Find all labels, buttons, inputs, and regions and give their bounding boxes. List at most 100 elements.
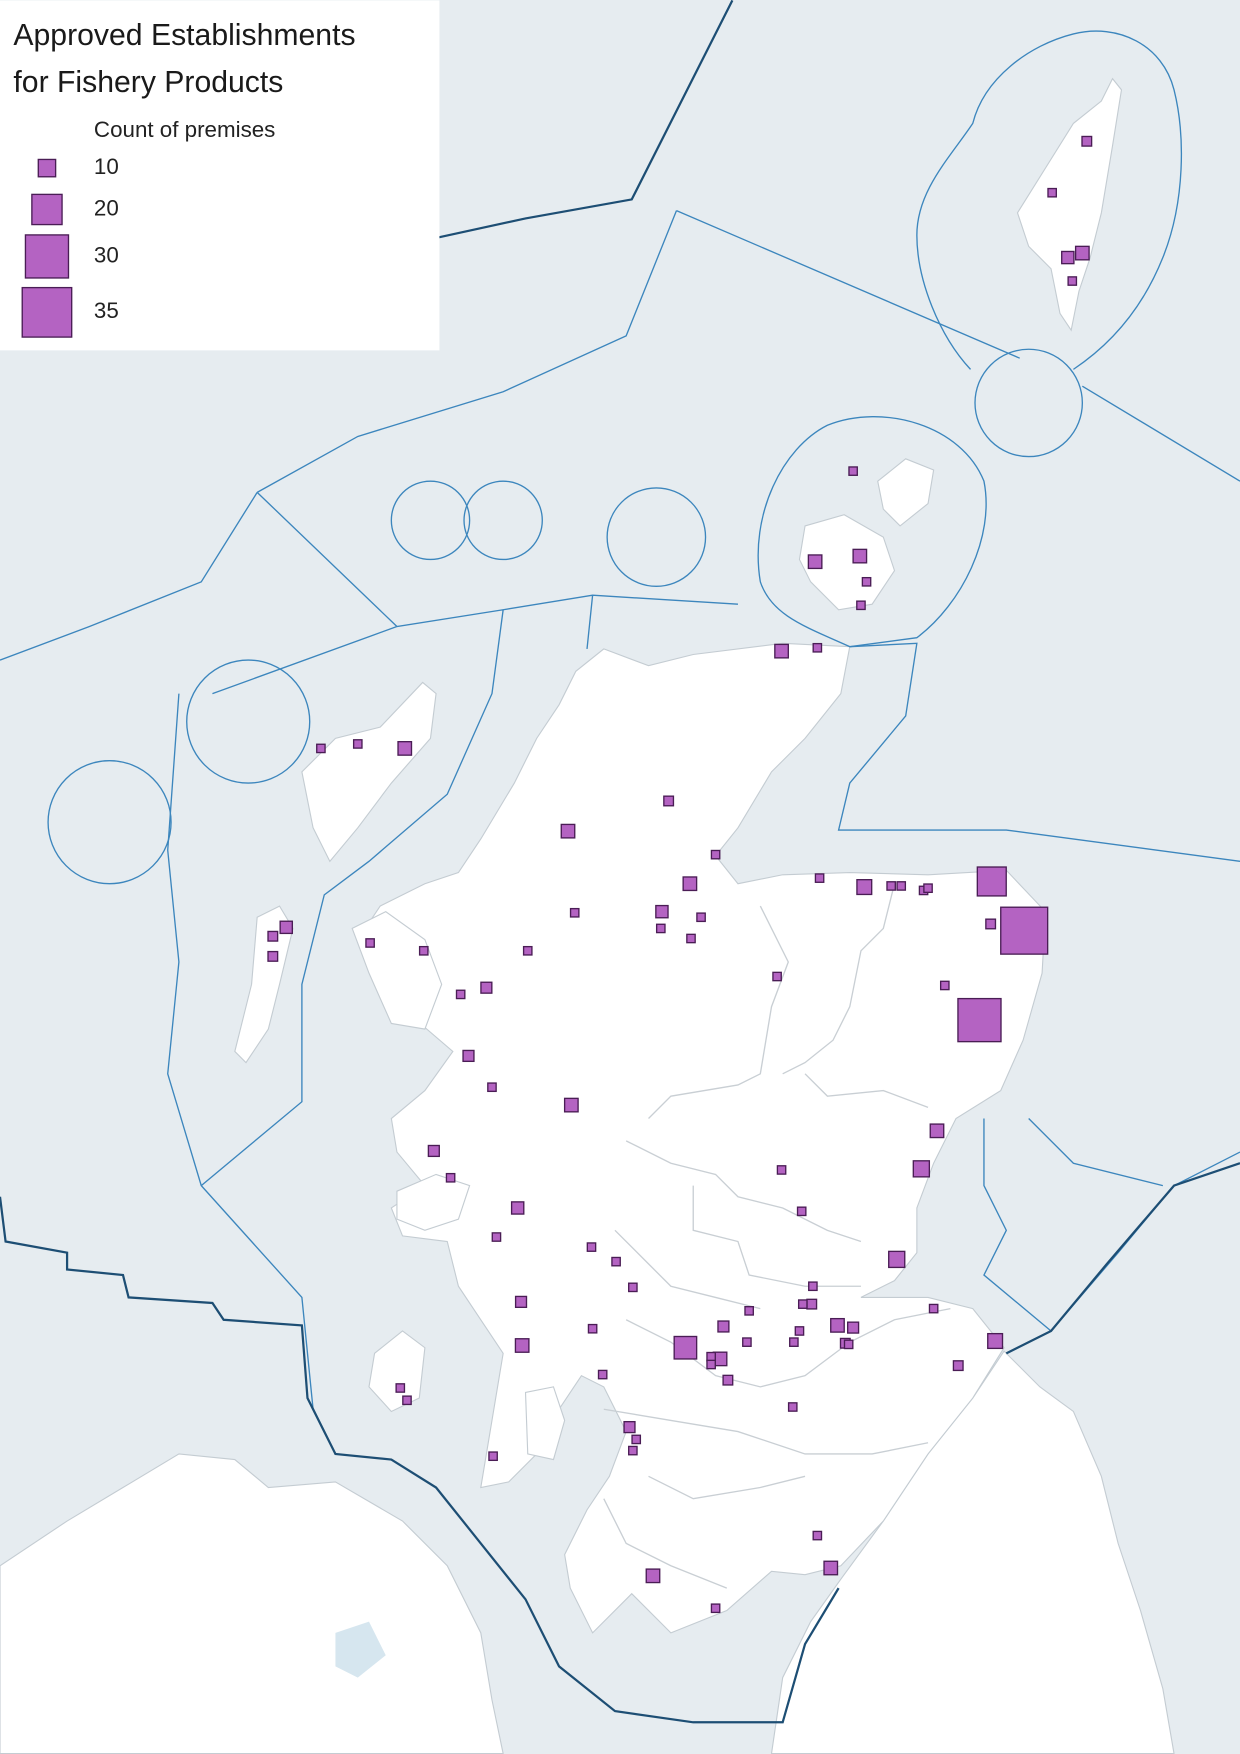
territorial-circle: [974, 348, 1084, 458]
uists: [234, 905, 294, 1064]
premises-marker: [597, 1369, 608, 1380]
legend-label: 20: [94, 195, 119, 220]
premises-marker: [823, 1560, 839, 1576]
premises-marker: [812, 642, 823, 653]
legend-symbol: [37, 158, 57, 178]
title: for Fishery Products: [13, 66, 283, 99]
orkney-north: [877, 458, 935, 527]
legend-symbol: [24, 234, 70, 279]
premises-marker: [987, 1332, 1004, 1350]
premises-marker: [957, 997, 1002, 1043]
mull: [396, 1173, 471, 1231]
premises-marker: [861, 576, 872, 587]
premises-marker: [706, 1359, 716, 1370]
legend-panel: [0, 0, 440, 351]
premises-marker: [645, 1568, 661, 1584]
premises-marker: [586, 1242, 597, 1252]
premises-marker: [1074, 245, 1090, 261]
premises-marker: [896, 881, 907, 891]
shetland: [1016, 77, 1123, 332]
premises-marker: [710, 1603, 721, 1614]
council-boundaries: [603, 883, 951, 1589]
premises-marker: [814, 873, 825, 883]
title: Approved Establishments: [13, 19, 355, 52]
lewis: [301, 681, 437, 863]
premises-marker: [722, 1374, 734, 1386]
premises-marker: [796, 1206, 807, 1217]
legend-title: Count of premises: [94, 117, 275, 142]
premises-marker: [267, 930, 279, 942]
premises-marker: [462, 1049, 475, 1063]
legend-label: 30: [94, 242, 119, 267]
premises-marker: [491, 1232, 502, 1242]
premises-marker: [587, 1323, 598, 1334]
premises-marker: [455, 989, 466, 1000]
premises-marker: [522, 945, 533, 956]
premises-marker: [279, 920, 294, 935]
orkney-boundary: [757, 416, 987, 648]
premises-marker: [631, 1434, 642, 1445]
premises-marker: [774, 643, 789, 659]
premises-marker: [418, 945, 429, 956]
premises-marker: [794, 1326, 805, 1336]
territorial-circle: [463, 480, 543, 561]
premises-marker: [985, 918, 997, 930]
premises-marker: [1061, 250, 1075, 265]
premises-marker: [710, 849, 721, 860]
premises-marker: [856, 600, 866, 611]
premises-marker: [316, 743, 326, 754]
premises-marker: [395, 1383, 406, 1393]
premises-marker: [856, 879, 873, 896]
premises-marker: [742, 1337, 752, 1347]
premises-marker: [976, 866, 1007, 897]
premises-marker: [812, 1530, 823, 1541]
premises-marker: [1067, 276, 1078, 286]
premises-marker: [365, 938, 375, 948]
premises-marker: [886, 881, 896, 891]
premises-marker: [830, 1317, 845, 1333]
premises-marker: [847, 1321, 860, 1334]
premises-marker: [623, 1420, 636, 1434]
premises-marker: [488, 1451, 498, 1462]
premises-marker: [772, 971, 782, 982]
premises-marker: [706, 1351, 716, 1362]
premises-marker: [569, 907, 580, 918]
premises-marker: [852, 548, 868, 564]
premises-marker: [663, 795, 675, 807]
premises-marker: [487, 1082, 497, 1093]
premises-marker: [843, 1339, 854, 1350]
premises-markers: [267, 135, 1093, 1614]
premises-marker: [1000, 906, 1049, 955]
premises-marker: [787, 1402, 798, 1412]
premises-marker: [1047, 187, 1057, 198]
premises-marker: [628, 1445, 638, 1456]
premises-marker: [563, 1097, 579, 1113]
premises-marker: [806, 1298, 818, 1310]
arran: [524, 1386, 566, 1461]
legend-label: 35: [94, 298, 119, 323]
territorial-circle: [390, 480, 471, 561]
premises-marker: [776, 1165, 787, 1175]
premises-marker: [1081, 135, 1093, 147]
premises-marker: [267, 950, 279, 962]
premises-marker: [611, 1256, 621, 1267]
premises-marker: [807, 554, 823, 570]
premises-marker: [789, 1337, 799, 1347]
premises-marker: [655, 904, 669, 919]
lough: [335, 1621, 386, 1678]
premises-marker: [514, 1295, 528, 1309]
premises-marker: [808, 1281, 818, 1292]
premises-marker: [923, 883, 933, 894]
premises-marker: [952, 1360, 964, 1372]
premises-marker: [673, 1335, 698, 1360]
premises-marker: [397, 741, 413, 756]
premises-marker: [912, 1160, 931, 1178]
legend: 10 20 30 35: [21, 154, 119, 338]
premises-marker: [560, 823, 576, 839]
legend-symbol: [21, 286, 73, 338]
premises-marker: [888, 1250, 906, 1269]
premises-marker: [352, 739, 363, 749]
premises-marker: [628, 1282, 638, 1293]
